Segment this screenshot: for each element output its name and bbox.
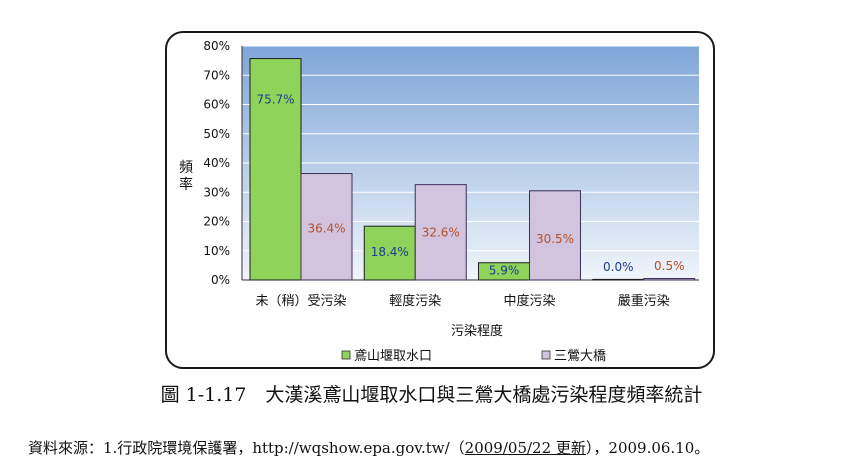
bar-yuanshan-3 bbox=[592, 278, 645, 281]
y-tick-label: 20% bbox=[203, 215, 230, 229]
legend-swatch bbox=[541, 350, 551, 360]
y-tick-label: 70% bbox=[203, 68, 230, 82]
bar-sanying-2 bbox=[529, 190, 581, 281]
data-label: 30.5% bbox=[536, 232, 574, 246]
data-label: 18.4% bbox=[371, 245, 409, 259]
legend-swatch bbox=[341, 350, 351, 360]
bar-yuanshan-1 bbox=[363, 225, 416, 281]
y-tick-label: 50% bbox=[203, 127, 230, 141]
y-axis-label: 頻 bbox=[179, 160, 193, 176]
figure-caption: 圖 1-1.17 大漢溪鳶山堰取水口與三鶯大橋處污染程度頻率統計 bbox=[160, 384, 703, 406]
source-note: 資料來源：1.行政院環境保護署，http://wqshow.epa.gov.tw… bbox=[28, 437, 709, 458]
x-tick-label: 輕度污染 bbox=[389, 293, 441, 309]
bar-sanying-1 bbox=[414, 184, 467, 281]
chart-frame: 0% 10% 20% 30% 40% 50% 60% 70% 80% 75.7% 18.4% 5.9%… bbox=[165, 31, 715, 369]
data-label: 75.7% bbox=[256, 93, 294, 107]
y-tick-label: 60% bbox=[203, 98, 230, 112]
source-suffix: ），2009.06.10。 bbox=[585, 439, 710, 457]
source-date-updated: 2009/05/22 更新 bbox=[464, 439, 586, 457]
data-label: 32.6% bbox=[422, 226, 460, 240]
legend-label: 鳶山堰取水口 bbox=[354, 349, 432, 364]
y-tick-label: 80% bbox=[203, 39, 230, 53]
bar-sanying-0 bbox=[300, 173, 353, 281]
bar-chart: 0% 10% 20% 30% 40% 50% 60% 70% 80% 75.7% 18.4% 5.9%… bbox=[179, 39, 699, 364]
bar-sanying-3 bbox=[643, 278, 696, 281]
data-label: 36.4% bbox=[307, 222, 345, 236]
x-tick-label: 未（稍）受污染 bbox=[255, 294, 346, 309]
x-tick-label: 中度污染 bbox=[503, 293, 555, 309]
y-tick-label: 30% bbox=[203, 185, 230, 199]
data-label: 0.5% bbox=[654, 259, 685, 273]
data-label: 5.9% bbox=[489, 264, 520, 278]
y-tick-label: 10% bbox=[203, 244, 230, 258]
bar-yuanshan-0 bbox=[249, 58, 302, 281]
data-label: 0.0% bbox=[603, 260, 634, 274]
source-prefix: 資料來源：1.行政院環境保護署，http://wqshow.epa.gov.tw… bbox=[28, 439, 465, 457]
y-axis-label: 率 bbox=[179, 176, 193, 193]
y-tick-label: 0% bbox=[211, 273, 230, 287]
legend-label: 三鶯大橋 bbox=[554, 349, 606, 364]
y-tick-label: 40% bbox=[203, 156, 230, 170]
x-tick-label: 嚴重污染 bbox=[618, 293, 670, 309]
x-axis-label: 污染程度 bbox=[451, 323, 503, 339]
